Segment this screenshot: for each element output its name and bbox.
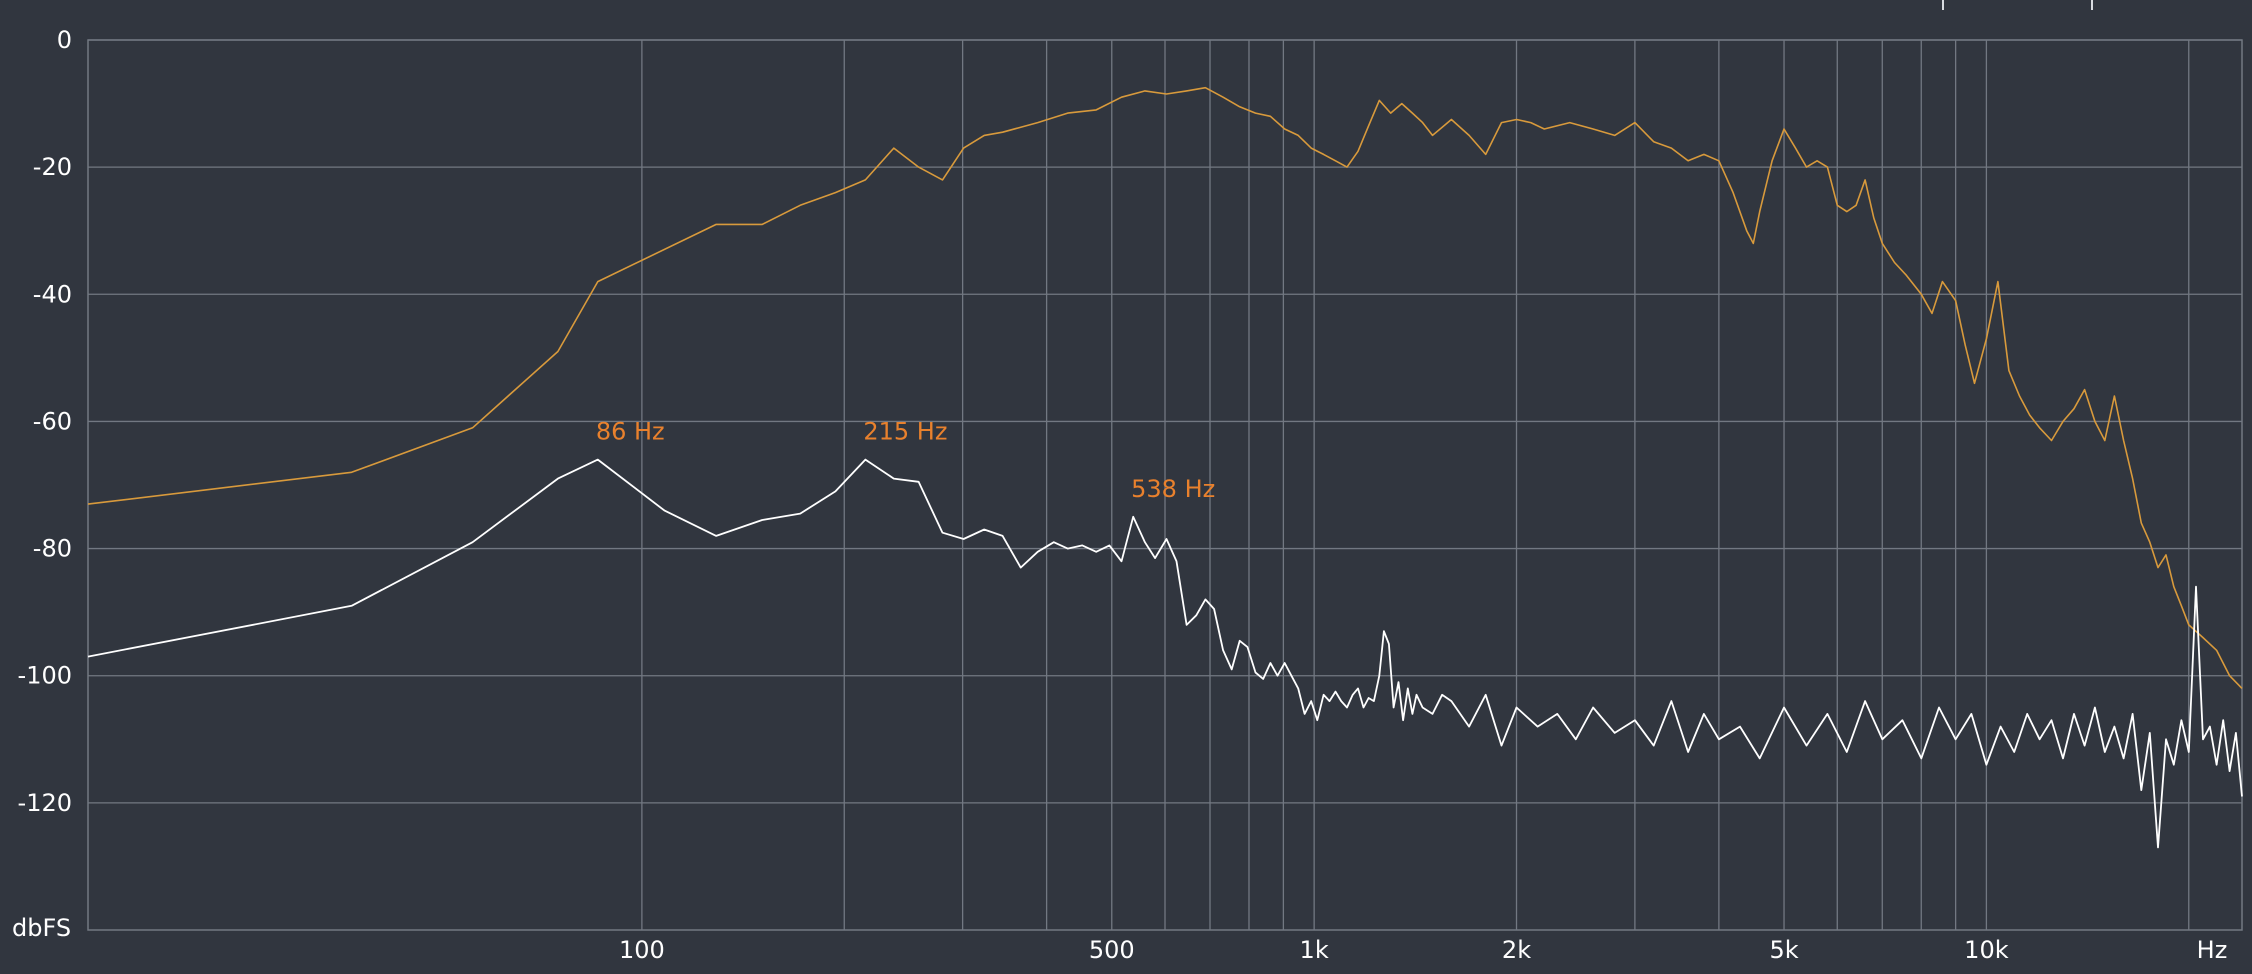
peak-label: 538 Hz	[1131, 475, 1215, 503]
x-tick-label: 2k	[1502, 936, 1531, 964]
grid	[88, 39, 2242, 930]
series-layer	[87, 86, 2243, 849]
x-tick-label: 100	[619, 936, 665, 964]
series-line-2	[87, 458, 2243, 849]
peak-annotations: 86 Hz 215 Hz 538 Hz	[596, 418, 1215, 503]
y-tick-label: -20	[33, 153, 72, 181]
x-unit-label: Hz	[2197, 936, 2228, 964]
x-tick-label: 1k	[1300, 936, 1329, 964]
y-tick-label: 0	[57, 26, 72, 54]
y-tick-label: -120	[18, 789, 72, 817]
x-tick-label: 10k	[1964, 936, 2009, 964]
plot-frame	[87, 39, 2243, 931]
y-unit-label: dbFS	[12, 914, 71, 942]
y-tick-label: -100	[18, 662, 72, 690]
plot-border	[87, 39, 2243, 931]
series-line-1	[87, 86, 2243, 689]
x-tick-label: 5k	[1769, 936, 1798, 964]
x-axis-ticks: 100 500 1k 2k 5k 10k	[619, 936, 2009, 964]
y-tick-label: -80	[33, 535, 72, 563]
y-tick-label: -40	[33, 280, 72, 308]
peak-label: 215 Hz	[863, 418, 947, 446]
x-tick-label: 500	[1089, 936, 1135, 964]
y-axis-ticks: 0 -20 -40 -60 -80 -100 -120	[18, 26, 72, 817]
peak-label: 86 Hz	[596, 418, 665, 446]
y-tick-label: -60	[33, 407, 72, 435]
